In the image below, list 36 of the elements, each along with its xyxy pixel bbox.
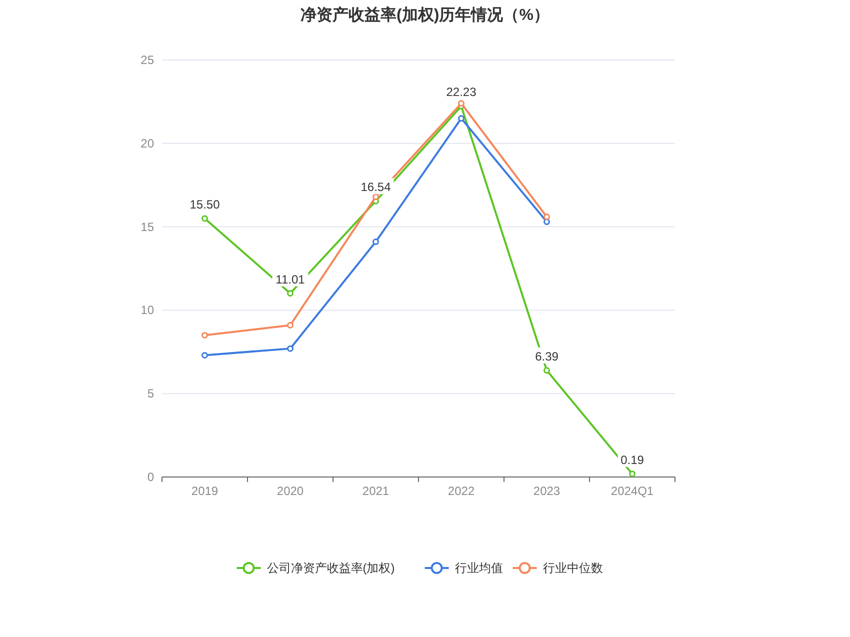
x-tick-label: 2022	[448, 484, 475, 498]
y-tick-label: 25	[140, 53, 154, 67]
point	[202, 215, 208, 222]
data-label: 11.01	[276, 272, 306, 286]
y-tick-label: 5	[147, 386, 154, 401]
point	[372, 238, 379, 246]
data-label: 0.19	[620, 452, 644, 467]
x-tick-label: 2021	[362, 484, 390, 498]
point	[287, 345, 294, 352]
x-tick-label: 2020	[276, 484, 304, 498]
point	[458, 115, 464, 122]
y-tick-label: 20	[140, 136, 154, 150]
data-label: 15.50	[190, 197, 220, 212]
point	[372, 194, 379, 200]
data-label: 6.39	[535, 349, 559, 364]
y-tick-label: 15	[140, 220, 154, 234]
point	[544, 218, 550, 226]
x-tick-label: 2023	[533, 484, 560, 498]
data-label: 16.54	[360, 180, 392, 194]
data-label: 22.23	[446, 85, 477, 100]
point	[629, 470, 636, 478]
chart-title: 净资产收益率(加权)历年情况（%）	[300, 5, 550, 24]
point	[287, 290, 294, 297]
point	[458, 100, 464, 107]
point	[202, 352, 208, 358]
legend-label: 行业中位数	[542, 561, 603, 575]
x-tick-label: 2024Q1	[610, 484, 654, 498]
legend-label: 公司净资产收益率(加权)	[266, 561, 395, 575]
point	[287, 322, 294, 328]
legend-label: 行业均值	[454, 561, 503, 575]
point	[544, 367, 550, 374]
point	[544, 214, 550, 220]
y-tick-label: 10	[140, 303, 154, 318]
y-tick-label: 0	[147, 470, 154, 484]
x-tick-label: 2019	[191, 484, 218, 498]
point	[202, 332, 208, 338]
